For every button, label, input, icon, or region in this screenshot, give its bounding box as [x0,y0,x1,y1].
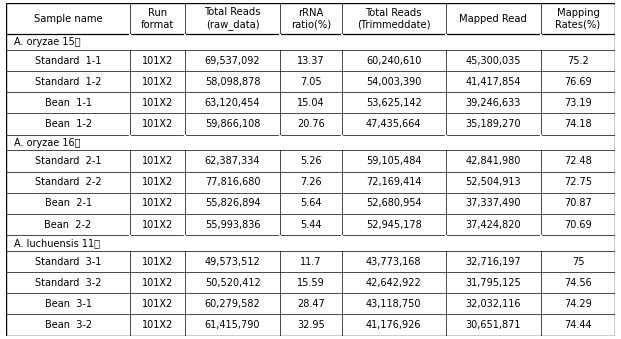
Text: 43,118,750: 43,118,750 [366,299,422,309]
Text: Bean  2-1: Bean 2-1 [45,198,92,208]
Text: 39,246,633: 39,246,633 [466,98,521,108]
Text: A. oryzae 15번: A. oryzae 15번 [14,37,80,47]
Text: Standard  3-1: Standard 3-1 [35,257,101,266]
Text: 101X2: 101X2 [142,220,173,230]
Text: 101X2: 101X2 [142,119,173,129]
Text: Standard  2-2: Standard 2-2 [35,177,101,187]
Text: 101X2: 101X2 [142,177,173,187]
Text: 60,279,582: 60,279,582 [205,299,260,309]
Text: 42,642,922: 42,642,922 [366,278,422,288]
Text: 53,625,142: 53,625,142 [366,98,422,108]
Text: 58,098,878: 58,098,878 [205,77,260,87]
Text: 61,415,790: 61,415,790 [205,320,260,330]
Text: 7.05: 7.05 [301,77,322,87]
Text: Bean  2-2: Bean 2-2 [45,220,92,230]
Text: Mapped Read: Mapped Read [460,14,527,24]
Text: 49,573,512: 49,573,512 [205,257,260,266]
Text: 55,826,894: 55,826,894 [205,198,260,208]
Text: 59,866,108: 59,866,108 [205,119,260,129]
Text: 101X2: 101X2 [142,156,173,166]
Text: Standard  1-2: Standard 1-2 [35,77,101,87]
Text: Sample name: Sample name [34,14,102,24]
Text: 13.37: 13.37 [297,56,325,65]
Text: 28.47: 28.47 [297,299,325,309]
Text: 37,337,490: 37,337,490 [466,198,521,208]
Text: 7.26: 7.26 [301,177,322,187]
Text: 72,169,414: 72,169,414 [366,177,422,187]
Text: Total Reads
(Trimmeddate): Total Reads (Trimmeddate) [357,8,430,29]
Text: 74.44: 74.44 [564,320,592,330]
Text: 15.59: 15.59 [297,278,325,288]
Text: 72.48: 72.48 [564,156,592,166]
Text: 74.56: 74.56 [564,278,592,288]
Text: 73.19: 73.19 [564,98,592,108]
Text: 15.04: 15.04 [297,98,325,108]
Text: 50,520,412: 50,520,412 [205,278,260,288]
Text: Bean  1-2: Bean 1-2 [45,119,92,129]
Text: 54,003,390: 54,003,390 [366,77,422,87]
Text: 63,120,454: 63,120,454 [205,98,260,108]
Text: 60,240,610: 60,240,610 [366,56,422,65]
Text: 5.26: 5.26 [301,156,322,166]
Text: A. luchuensis 11번: A. luchuensis 11번 [14,238,99,248]
Text: 101X2: 101X2 [142,77,173,87]
Text: 32,032,116: 32,032,116 [466,299,521,309]
Text: 75.2: 75.2 [567,56,589,65]
Text: 20.76: 20.76 [297,119,325,129]
Text: 55,993,836: 55,993,836 [205,220,260,230]
Text: 101X2: 101X2 [142,278,173,288]
Text: 32.95: 32.95 [297,320,325,330]
Text: 62,387,334: 62,387,334 [205,156,260,166]
Text: Bean  1-1: Bean 1-1 [45,98,91,108]
Text: rRNA
ratio(%): rRNA ratio(%) [291,8,331,29]
Text: 37,424,820: 37,424,820 [466,220,521,230]
Text: 45,300,035: 45,300,035 [466,56,521,65]
Text: Standard  2-1: Standard 2-1 [35,156,101,166]
Text: Bean  3-2: Bean 3-2 [45,320,92,330]
Text: 101X2: 101X2 [142,98,173,108]
Text: 74.29: 74.29 [564,299,592,309]
Text: 5.44: 5.44 [301,220,322,230]
Text: 52,504,913: 52,504,913 [466,177,521,187]
Text: 52,680,954: 52,680,954 [366,198,422,208]
Text: 101X2: 101X2 [142,56,173,65]
Text: 70.87: 70.87 [564,198,592,208]
Text: Run
format: Run format [141,8,174,29]
Text: 47,435,664: 47,435,664 [366,119,422,129]
Text: 101X2: 101X2 [142,320,173,330]
Text: 43,773,168: 43,773,168 [366,257,422,266]
Text: 42,841,980: 42,841,980 [466,156,521,166]
Text: 11.7: 11.7 [301,257,322,266]
Text: 101X2: 101X2 [142,198,173,208]
Text: 76.69: 76.69 [564,77,592,87]
Text: Standard  1-1: Standard 1-1 [35,56,101,65]
Text: 101X2: 101X2 [142,299,173,309]
Text: 75: 75 [572,257,584,266]
Text: 41,176,926: 41,176,926 [366,320,422,330]
Text: 32,716,197: 32,716,197 [466,257,521,266]
Text: Total Reads
(raw_data): Total Reads (raw_data) [204,7,261,30]
Text: 101X2: 101X2 [142,257,173,266]
Text: Standard  3-2: Standard 3-2 [35,278,101,288]
Text: 77,816,680: 77,816,680 [205,177,260,187]
Text: 72.75: 72.75 [564,177,592,187]
Text: Bean  3-1: Bean 3-1 [45,299,91,309]
Text: 41,417,854: 41,417,854 [466,77,521,87]
Text: 31,795,125: 31,795,125 [466,278,521,288]
Text: 70.69: 70.69 [564,220,592,230]
Text: Mapping
Rates(%): Mapping Rates(%) [555,8,601,29]
Text: 59,105,484: 59,105,484 [366,156,422,166]
Text: 35,189,270: 35,189,270 [466,119,521,129]
Text: 52,945,178: 52,945,178 [366,220,422,230]
Text: 69,537,092: 69,537,092 [205,56,260,65]
Text: A. oryzae 16번: A. oryzae 16번 [14,138,80,147]
Text: 5.64: 5.64 [301,198,322,208]
Text: 74.18: 74.18 [564,119,592,129]
Text: 30,651,871: 30,651,871 [466,320,521,330]
